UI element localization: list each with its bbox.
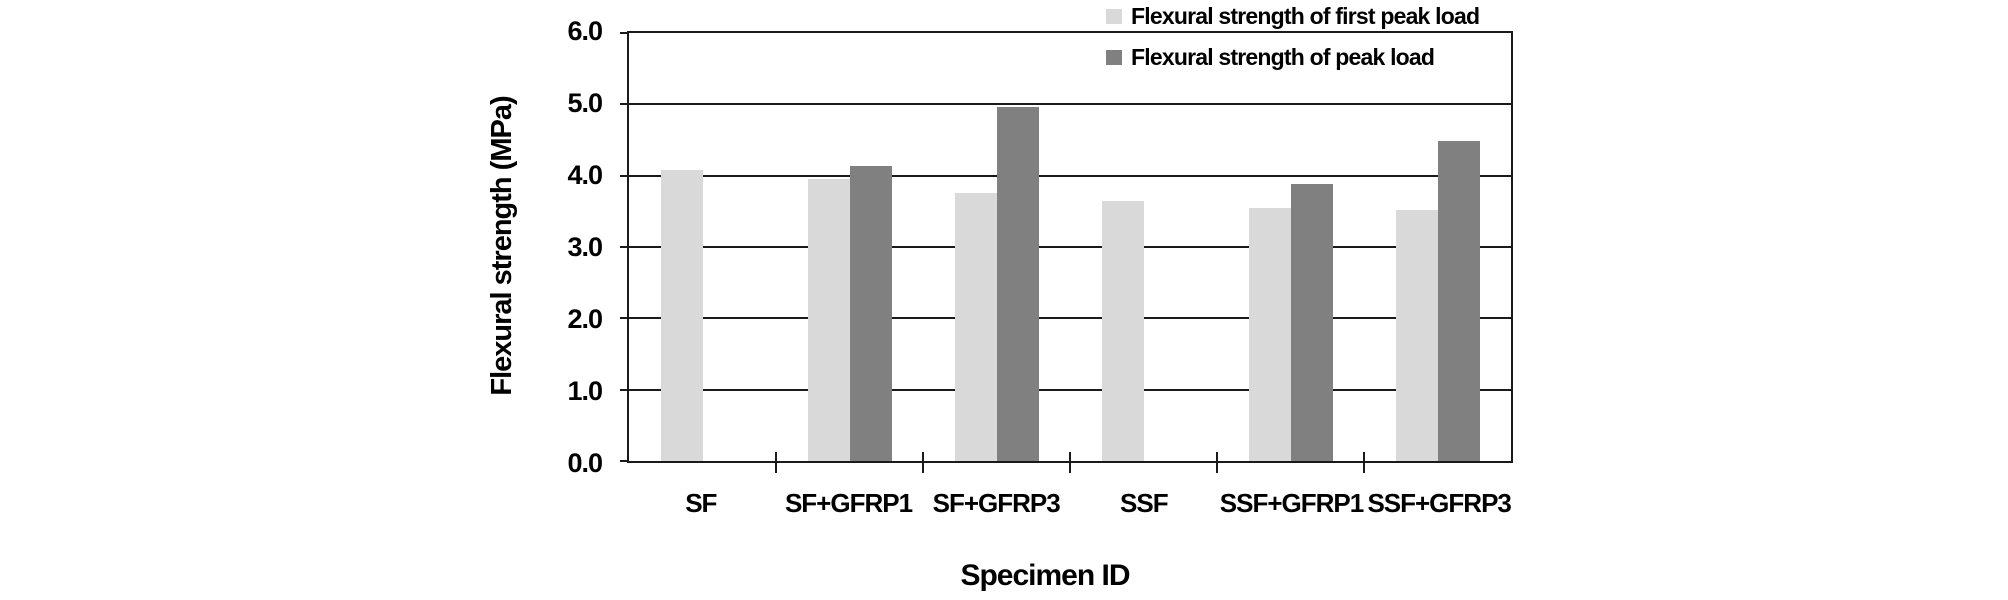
x-axis-category-label: SF xyxy=(685,488,717,518)
bar-peak-SSF+GFRP3 xyxy=(1438,141,1480,461)
bar-first-peak-SSF xyxy=(1102,201,1144,461)
x-axis-category-label: SSF+GFRP1 xyxy=(1219,488,1364,518)
gridline xyxy=(629,317,1511,320)
bar-peak-SF+GFRP1 xyxy=(850,166,892,461)
x-axis-category-label: SSF xyxy=(1120,488,1169,518)
legend-swatch-first-peak-icon xyxy=(1106,8,1122,24)
bar-first-peak-SF+GFRP3 xyxy=(955,193,997,461)
x-axis-category-label: SF+GFRP3 xyxy=(932,488,1061,518)
y-axis-tick xyxy=(620,388,627,391)
gridline xyxy=(629,388,1511,391)
legend: Flexural strength of first peak load Fle… xyxy=(1106,1,1480,83)
x-axis-category-label: SSF+GFRP3 xyxy=(1367,488,1511,518)
legend-item-peak: Flexural strength of peak load xyxy=(1106,42,1479,72)
y-axis-tick-labels: 0.0 1.0 2.0 3.0 4.0 5.0 6.0 xyxy=(470,16,603,478)
y-axis-tick-label: 1.0 xyxy=(567,376,603,406)
y-axis-tick-label: 4.0 xyxy=(567,160,603,190)
bar-first-peak-SF xyxy=(661,170,703,461)
x-axis-category-labels: SF SF+GFRP1 SF+GFRP3 SSF SSF+GFRP1 SSF+GFRP3 xyxy=(627,486,1513,520)
y-axis-tick-label: 5.0 xyxy=(567,88,603,118)
x-axis-title: Specimen ID xyxy=(960,559,1130,592)
legend-item-first-peak: Flexural strength of first peak load xyxy=(1106,1,1480,31)
bar-first-peak-SSF+GFRP1 xyxy=(1249,208,1291,461)
x-axis-tick xyxy=(1069,452,1071,473)
bar-peak-SSF+GFRP1 xyxy=(1291,184,1333,461)
x-axis-tick xyxy=(1363,452,1365,473)
y-axis-tick xyxy=(620,32,627,34)
bar-peak-SF+GFRP3 xyxy=(997,107,1039,461)
y-axis-tick xyxy=(620,460,627,462)
x-axis-tick xyxy=(1216,452,1218,473)
y-axis-tick-label: 0.0 xyxy=(567,448,603,478)
legend-label-peak: Flexural strength of peak load xyxy=(1131,43,1435,70)
y-axis-tick xyxy=(620,103,627,106)
plot-area xyxy=(620,31,1513,473)
bar-first-peak-SSF+GFRP3 xyxy=(1396,210,1438,461)
y-axis-tick-label: 2.0 xyxy=(567,304,603,334)
y-axis-tick xyxy=(620,246,627,248)
plot-inner xyxy=(620,32,1511,473)
y-axis-tick xyxy=(620,317,627,320)
y-axis-tick-label: 6.0 xyxy=(567,16,603,46)
y-axis-tick-label: 3.0 xyxy=(567,232,603,262)
legend-swatch-peak-icon xyxy=(1106,49,1122,65)
y-axis-tick xyxy=(620,174,627,177)
x-axis-tick xyxy=(922,452,924,473)
legend-label-first-peak: Flexural strength of first peak load xyxy=(1131,2,1480,29)
gridline xyxy=(629,103,1511,106)
gridline xyxy=(629,174,1511,177)
x-axis-category-label: SF+GFRP1 xyxy=(784,488,913,518)
bar-first-peak-SF+GFRP1 xyxy=(808,179,850,461)
gridline xyxy=(629,246,1511,248)
x-axis-tick xyxy=(775,452,777,473)
